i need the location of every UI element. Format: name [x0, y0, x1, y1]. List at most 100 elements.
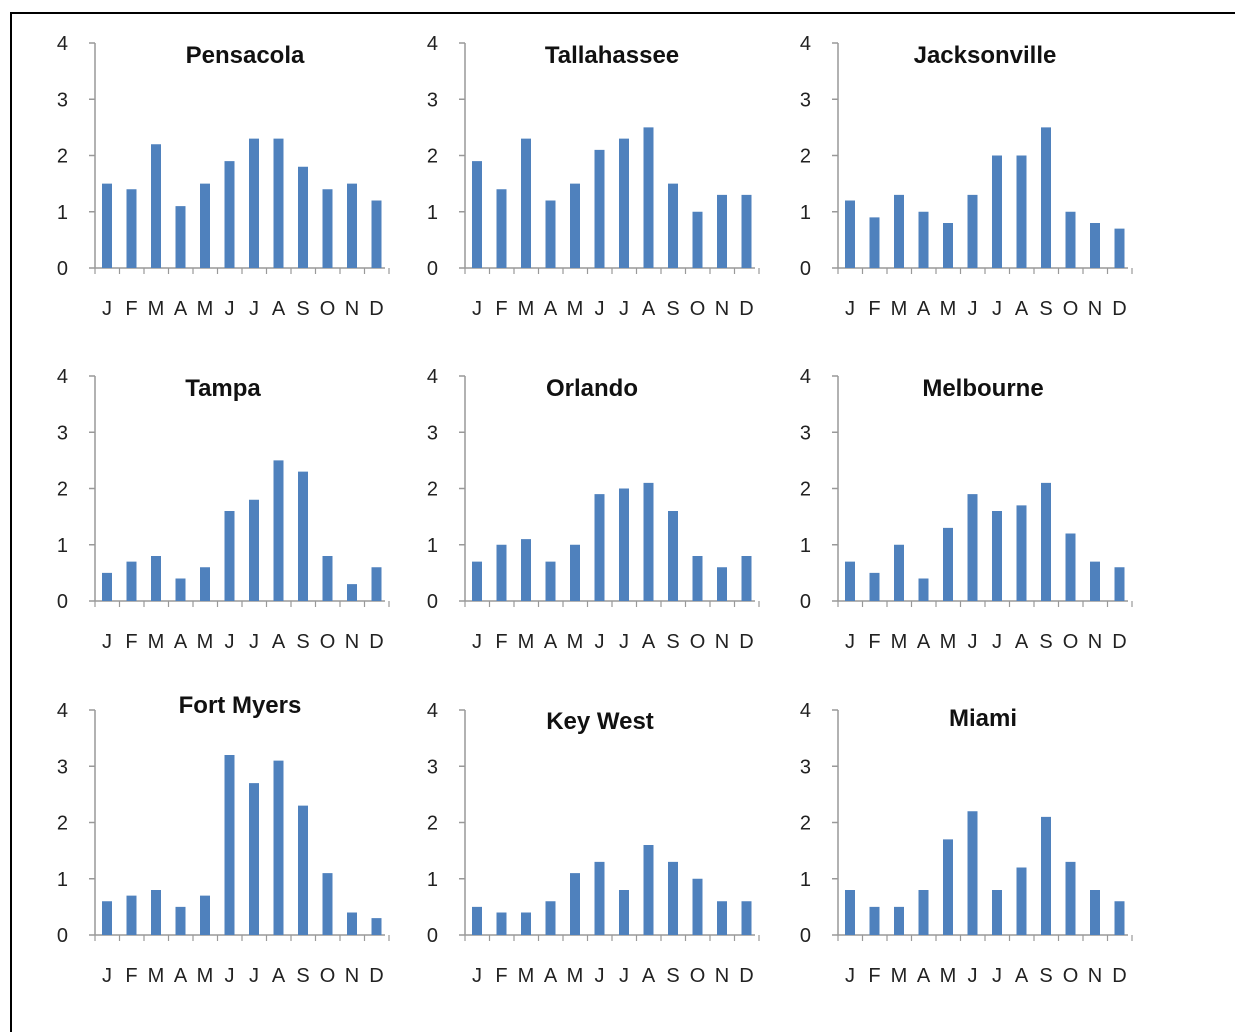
chart-title: Fort Myers — [179, 692, 302, 719]
x-tick-label: N — [715, 965, 729, 987]
y-tick-label: 4 — [427, 366, 438, 388]
chart-title: Key West — [546, 708, 654, 735]
bar — [692, 211, 703, 268]
bar — [224, 755, 235, 935]
x-tick-label: A — [272, 298, 286, 320]
bar — [894, 906, 904, 935]
y-tick-label: 3 — [57, 89, 68, 111]
y-tick-label: 0 — [57, 591, 68, 613]
x-tick-label: D — [739, 965, 753, 987]
y-tick-label: 4 — [57, 366, 68, 388]
x-tick-label: J — [619, 631, 629, 653]
bar — [1090, 890, 1100, 935]
x-tick-label: J — [845, 631, 855, 653]
y-tick-label: 2 — [800, 479, 811, 501]
y-tick-label: 0 — [427, 925, 438, 947]
y-tick-label: 2 — [427, 479, 438, 501]
x-tick-label: M — [197, 631, 214, 653]
y-tick-label: 3 — [800, 422, 811, 444]
bar — [371, 918, 382, 935]
x-tick-label: J — [102, 298, 112, 320]
bar — [102, 183, 112, 268]
bar — [273, 138, 284, 268]
x-tick-label: A — [917, 965, 931, 987]
x-tick-label: O — [690, 631, 706, 653]
bar — [1114, 901, 1125, 935]
x-tick-label: M — [567, 965, 584, 987]
bar — [521, 539, 531, 601]
bar — [717, 194, 727, 268]
chart-title: Tallahassee — [545, 42, 679, 69]
x-tick-label: S — [296, 298, 309, 320]
bar — [1041, 816, 1051, 935]
chart-title: Jacksonville — [914, 42, 1057, 69]
bar — [894, 544, 904, 601]
y-tick-label: 0 — [57, 258, 68, 280]
y-tick-label: 0 — [57, 925, 68, 947]
bar — [126, 561, 137, 601]
chart-title: Miami — [949, 705, 1017, 732]
x-tick-label: S — [666, 631, 679, 653]
y-tick-label: 4 — [427, 33, 438, 55]
bar — [1114, 228, 1125, 268]
x-tick-label: A — [272, 631, 286, 653]
bar — [668, 511, 678, 601]
x-tick-label: M — [197, 965, 214, 987]
x-tick-label: N — [1088, 965, 1102, 987]
y-tick-label: 4 — [800, 33, 811, 55]
x-tick-label: O — [1063, 298, 1079, 320]
bar — [126, 189, 137, 268]
x-tick-label: N — [1088, 298, 1102, 320]
bar — [496, 544, 507, 601]
bar — [1065, 861, 1076, 935]
bar — [496, 912, 507, 935]
x-tick-label: J — [845, 965, 855, 987]
x-tick-label: O — [690, 298, 706, 320]
bar — [869, 906, 880, 935]
bar — [273, 460, 284, 601]
y-tick-label: 2 — [427, 813, 438, 835]
bar — [249, 138, 259, 268]
bar — [126, 895, 137, 935]
bar — [1065, 533, 1076, 601]
chart-title: Tampa — [185, 375, 261, 402]
x-tick-label: A — [272, 965, 286, 987]
bar — [175, 578, 186, 601]
x-tick-label: M — [940, 298, 957, 320]
x-tick-label: J — [992, 631, 1002, 653]
x-tick-label: M — [518, 965, 535, 987]
x-tick-label: M — [891, 298, 908, 320]
y-tick-label: 4 — [57, 33, 68, 55]
x-tick-label: A — [917, 298, 931, 320]
y-tick-label: 3 — [800, 89, 811, 111]
bar — [717, 567, 727, 601]
bar — [200, 895, 210, 935]
bar — [322, 873, 333, 935]
x-tick-label: O — [1063, 965, 1079, 987]
x-tick-label: N — [345, 631, 359, 653]
x-tick-label: O — [320, 965, 336, 987]
bar — [521, 138, 531, 268]
bar — [619, 138, 629, 268]
x-tick-label: N — [345, 298, 359, 320]
y-tick-label: 0 — [427, 591, 438, 613]
x-tick-label: M — [567, 631, 584, 653]
y-tick-label: 1 — [427, 535, 438, 557]
bar — [273, 760, 284, 935]
x-tick-label: F — [125, 631, 137, 653]
y-tick-label: 1 — [427, 869, 438, 891]
bar — [249, 783, 259, 935]
x-tick-label: M — [518, 631, 535, 653]
x-tick-label: D — [369, 965, 383, 987]
x-tick-label: F — [495, 631, 507, 653]
bar — [545, 901, 556, 935]
bar — [918, 890, 929, 935]
bar — [322, 189, 333, 268]
y-tick-label: 1 — [800, 869, 811, 891]
bar — [967, 494, 978, 601]
bar — [668, 861, 678, 935]
y-tick-label: 0 — [800, 258, 811, 280]
x-tick-label: M — [148, 965, 165, 987]
